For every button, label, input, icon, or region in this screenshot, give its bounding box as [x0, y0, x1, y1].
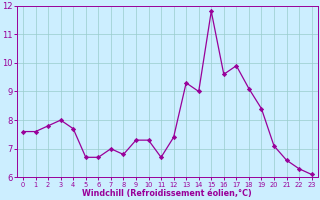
X-axis label: Windchill (Refroidissement éolien,°C): Windchill (Refroidissement éolien,°C) — [83, 189, 252, 198]
